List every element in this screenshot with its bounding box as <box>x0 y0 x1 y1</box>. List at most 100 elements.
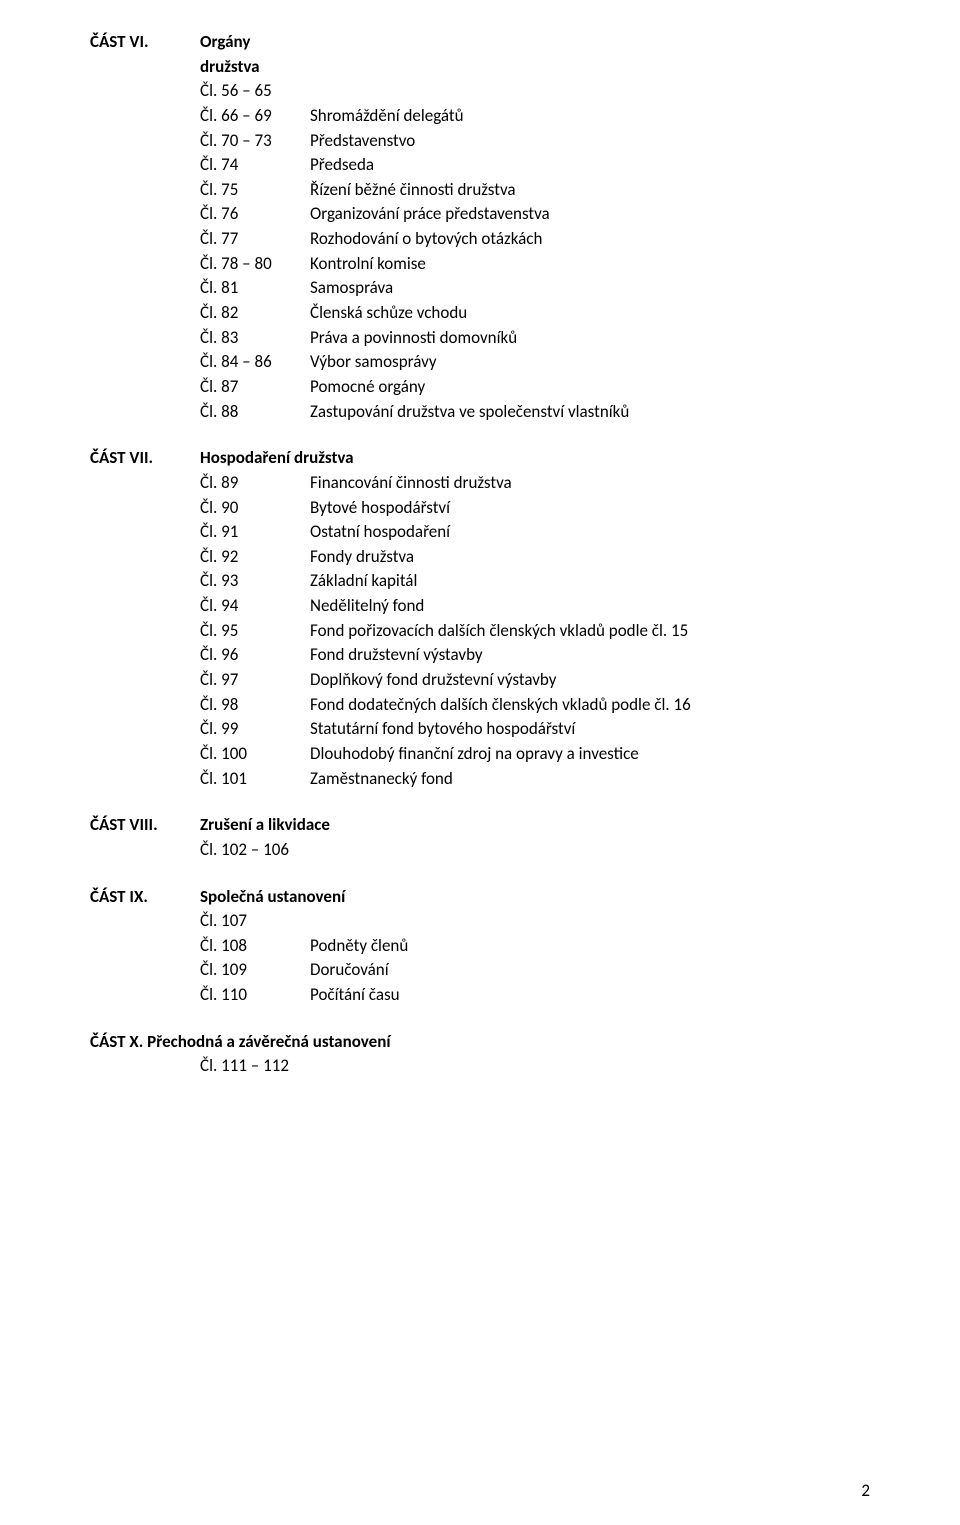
article-number: Čl. 111 – 112 <box>200 1054 310 1079</box>
toc-row: Čl. 56 – 65 <box>90 79 870 104</box>
part-label: ČÁST VII. <box>90 446 200 471</box>
article-description: Shromáždění delegátů <box>310 104 870 129</box>
article-number: Čl. 77 <box>200 227 310 252</box>
toc-row: Čl. 92Fondy družstva <box>90 545 870 570</box>
article-description: Financování činnosti družstva <box>310 471 870 496</box>
section-part-6: ČÁST VI. Orgány družstva Čl. 56 – 65Čl. … <box>90 30 870 424</box>
empty-cell <box>90 742 200 767</box>
empty-cell <box>90 104 200 129</box>
article-number: Čl. 81 <box>200 276 310 301</box>
article-description: Ostatní hospodaření <box>310 520 870 545</box>
empty-cell <box>90 202 200 227</box>
empty-cell <box>90 643 200 668</box>
toc-row: Čl. 83Práva a povinnosti domovníků <box>90 326 870 351</box>
part-label: ČÁST VIII. <box>90 813 200 838</box>
section-part-9: ČÁST IX. Společná ustanovení Čl. 107Čl. … <box>90 885 870 1008</box>
article-description: Výbor samosprávy <box>310 350 870 375</box>
article-description <box>310 838 870 863</box>
article-number: Čl. 110 <box>200 983 310 1008</box>
toc-row: Čl. 84 – 86Výbor samosprávy <box>90 350 870 375</box>
article-description: Počítání času <box>310 983 870 1008</box>
article-number: Čl. 66 – 69 <box>200 104 310 129</box>
empty-cell <box>310 30 870 79</box>
toc-row: Čl. 66 – 69Shromáždění delegátů <box>90 104 870 129</box>
article-number: Čl. 102 – 106 <box>200 838 310 863</box>
toc-row: Čl. 91Ostatní hospodaření <box>90 520 870 545</box>
empty-cell <box>90 350 200 375</box>
empty-cell <box>90 129 200 154</box>
section-part-10: ČÁST X. Přechodná a závěrečná ustanovení… <box>90 1030 870 1079</box>
empty-cell <box>90 767 200 792</box>
toc-row: Čl. 81Samospráva <box>90 276 870 301</box>
article-description: Fond družstevní výstavby <box>310 643 870 668</box>
section-header-row: ČÁST VII. Hospodaření družstva <box>90 446 870 471</box>
part-title: Hospodaření družstva <box>200 446 354 471</box>
article-description: Základní kapitál <box>310 569 870 594</box>
empty-cell <box>90 326 200 351</box>
article-number: Čl. 91 <box>200 520 310 545</box>
section-header-row: ČÁST X. Přechodná a závěrečná ustanovení <box>90 1030 870 1055</box>
article-description: Fondy družstva <box>310 545 870 570</box>
section-rows: Čl. 102 – 106 <box>90 838 870 863</box>
toc-row: Čl. 78 – 80Kontrolní komise <box>90 252 870 277</box>
empty-cell <box>90 619 200 644</box>
empty-cell <box>90 594 200 619</box>
article-description: Fond dodatečných dalších členských vklad… <box>310 693 870 718</box>
section-header-row: ČÁST VI. Orgány družstva <box>90 30 870 79</box>
empty-cell <box>90 958 200 983</box>
article-description: Řízení běžné činnosti družstva <box>310 178 870 203</box>
article-number: Čl. 82 <box>200 301 310 326</box>
page: ČÁST VI. Orgány družstva Čl. 56 – 65Čl. … <box>0 0 960 1525</box>
article-description: Bytové hospodářství <box>310 496 870 521</box>
article-description: Samospráva <box>310 276 870 301</box>
section-rows: Čl. 89Financování činnosti družstvaČl. 9… <box>90 471 870 791</box>
toc-row: Čl. 70 – 73Představenstvo <box>90 129 870 154</box>
toc-row: Čl. 74Předseda <box>90 153 870 178</box>
toc-row: Čl. 108Podněty členů <box>90 934 870 959</box>
article-description: Členská schůze vchodu <box>310 301 870 326</box>
toc-row: Čl. 107 <box>90 909 870 934</box>
empty-cell <box>90 909 200 934</box>
empty-cell <box>90 178 200 203</box>
empty-cell <box>90 693 200 718</box>
page-number: 2 <box>861 1480 870 1501</box>
empty-cell <box>90 983 200 1008</box>
toc-row: Čl. 96Fond družstevní výstavby <box>90 643 870 668</box>
section-part-7: ČÁST VII. Hospodaření družstva Čl. 89Fin… <box>90 446 870 791</box>
toc-row: Čl. 110Počítání času <box>90 983 870 1008</box>
article-number: Čl. 101 <box>200 767 310 792</box>
empty-cell <box>90 79 200 104</box>
article-description: Dlouhodobý finanční zdroj na opravy a in… <box>310 742 870 767</box>
article-description: Statutární fond bytového hospodářství <box>310 717 870 742</box>
article-number: Čl. 76 <box>200 202 310 227</box>
toc-row: Čl. 95Fond pořizovacích dalších členskýc… <box>90 619 870 644</box>
empty-cell <box>90 717 200 742</box>
section-rows: Čl. 56 – 65Čl. 66 – 69Shromáždění delegá… <box>90 79 870 424</box>
empty-cell <box>90 276 200 301</box>
article-number: Čl. 92 <box>200 545 310 570</box>
toc-row: Čl. 102 – 106 <box>90 838 870 863</box>
empty-cell <box>90 400 200 425</box>
section-part-8: ČÁST VIII. Zrušení a likvidace Čl. 102 –… <box>90 813 870 862</box>
empty-cell <box>90 668 200 693</box>
section-rows: Čl. 107Čl. 108Podněty členůČl. 109Doručo… <box>90 909 870 1008</box>
article-number: Čl. 78 – 80 <box>200 252 310 277</box>
article-description <box>310 1054 870 1079</box>
empty-cell <box>90 227 200 252</box>
empty-cell <box>90 153 200 178</box>
article-number: Čl. 93 <box>200 569 310 594</box>
part-title: Společná ustanovení <box>200 885 345 910</box>
toc-row: Čl. 111 – 112 <box>90 1054 870 1079</box>
part-label: ČÁST VI. <box>90 30 200 79</box>
article-description: Práva a povinnosti domovníků <box>310 326 870 351</box>
toc-row: Čl. 75Řízení běžné činnosti družstva <box>90 178 870 203</box>
toc-row: Čl. 88Zastupování družstva ve společenst… <box>90 400 870 425</box>
part-label: ČÁST IX. <box>90 885 200 910</box>
article-number: Čl. 96 <box>200 643 310 668</box>
article-description: Nedělitelný fond <box>310 594 870 619</box>
article-number: Čl. 107 <box>200 909 310 934</box>
toc-row: Čl. 90Bytové hospodářství <box>90 496 870 521</box>
toc-row: Čl. 77Rozhodování o bytových otázkách <box>90 227 870 252</box>
article-number: Čl. 88 <box>200 400 310 425</box>
article-description <box>310 79 870 104</box>
